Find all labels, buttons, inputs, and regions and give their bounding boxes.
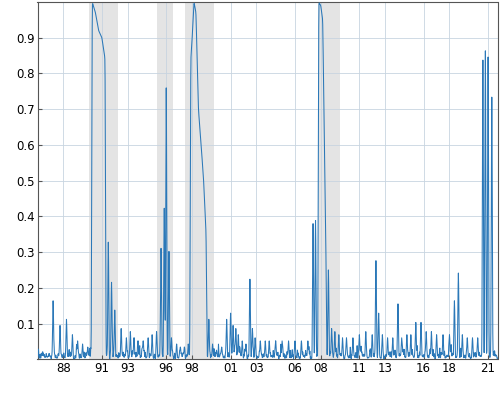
- Bar: [156, 2, 172, 359]
- Bar: [186, 2, 214, 359]
- Bar: [89, 2, 118, 359]
- Bar: [318, 2, 340, 359]
